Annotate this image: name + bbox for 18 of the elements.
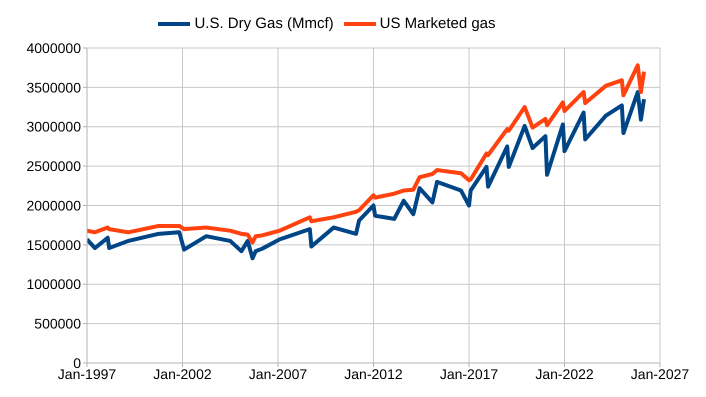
line-series bbox=[87, 90, 646, 260]
x-tick-label: Jan-2017 bbox=[440, 366, 498, 382]
x-tick-label: Jan-2012 bbox=[344, 366, 403, 382]
y-tick-label: 500000 bbox=[34, 316, 82, 332]
legend-label: US Marketed gas bbox=[380, 15, 496, 32]
y-tick-label: 4000000 bbox=[26, 40, 82, 56]
y-tick-label: 2000000 bbox=[26, 197, 82, 214]
y-tick-label: 2500000 bbox=[26, 158, 82, 174]
legend-label: U.S. Dry Gas (Mmcf) bbox=[194, 15, 334, 32]
x-tick-label: Jan-2027 bbox=[630, 366, 690, 382]
x-tick-label: Jan-2022 bbox=[535, 366, 594, 382]
y-tick-label: 3500000 bbox=[26, 79, 82, 96]
line-series bbox=[87, 63, 646, 245]
x-tick-label: Jan-2007 bbox=[248, 366, 308, 382]
y-tick-label: 1500000 bbox=[26, 236, 82, 253]
y-tick-label: 1000000 bbox=[26, 276, 82, 292]
x-tick-label: Jan-2002 bbox=[153, 366, 212, 382]
y-tick-label: 3000000 bbox=[26, 118, 82, 135]
